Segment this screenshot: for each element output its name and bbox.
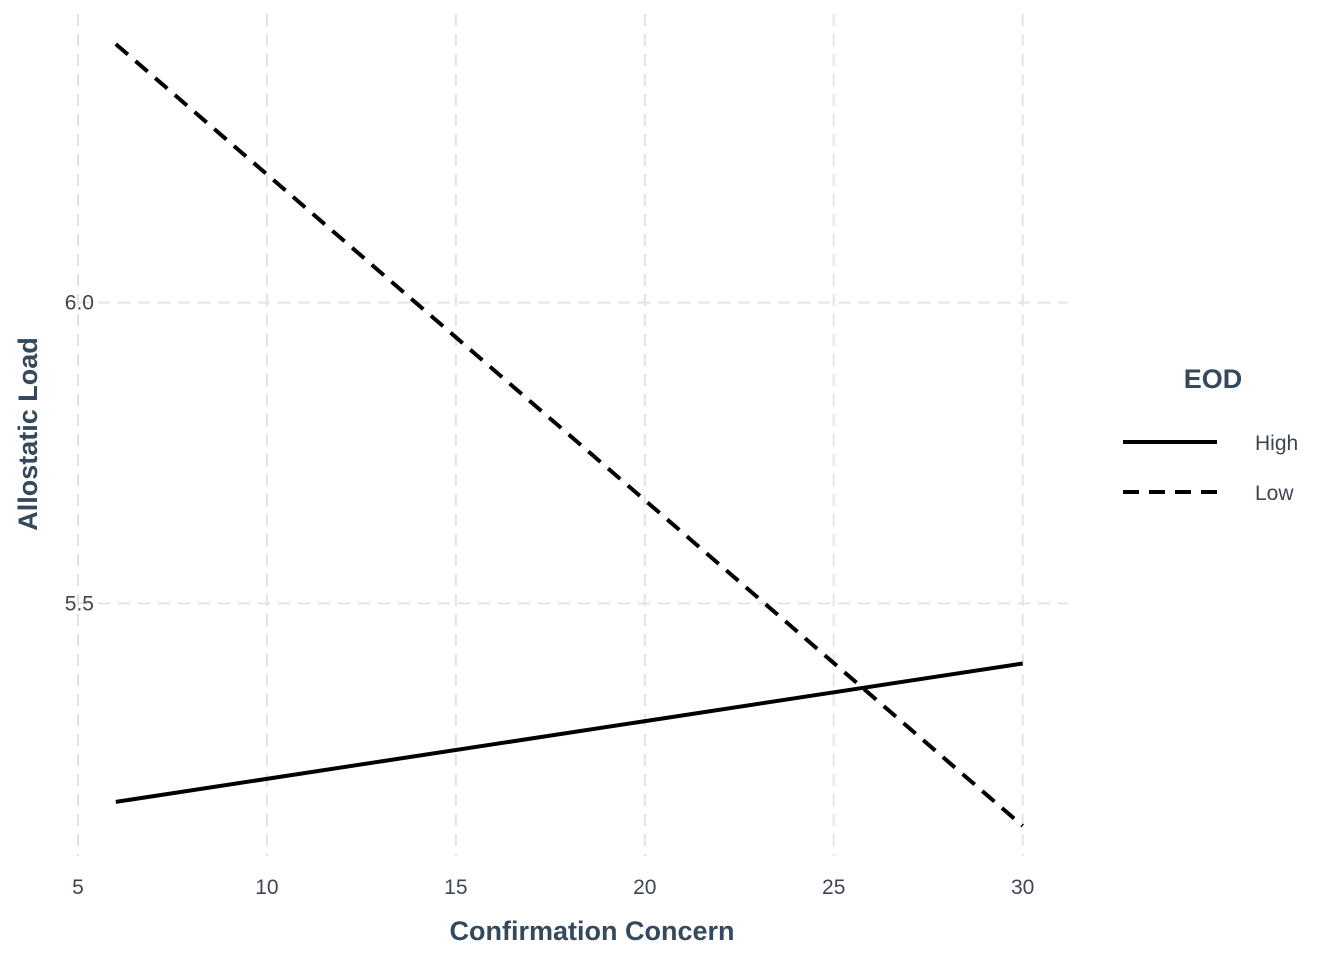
legend-title: EOD [1184,364,1243,394]
legend-label-low: Low [1255,482,1294,505]
legend: EOD High Low [1123,364,1298,505]
legend-label-high: High [1255,432,1298,455]
x-tick-label: 15 [444,876,467,899]
x-tick-label: 10 [255,876,278,899]
x-axis-ticks: 5 10 15 20 25 30 [72,876,1034,899]
y-tick-label: 6.0 [65,292,94,315]
x-tick-label: 30 [1011,876,1034,899]
plot-series [114,42,1025,828]
series-line-high [115,661,1024,804]
x-tick-label: 5 [72,876,84,899]
x-axis-title: Confirmation Concern [449,916,734,946]
legend-items: High Low [1123,432,1298,505]
grid [77,14,1068,856]
series-line-low [114,42,1025,828]
x-tick-label: 25 [822,876,845,899]
x-tick-label: 20 [633,876,656,899]
y-axis-title: Allostatic Load [13,337,43,531]
y-tick-label: 5.5 [65,592,94,615]
y-axis-ticks: 5.5 6.0 [65,292,94,616]
